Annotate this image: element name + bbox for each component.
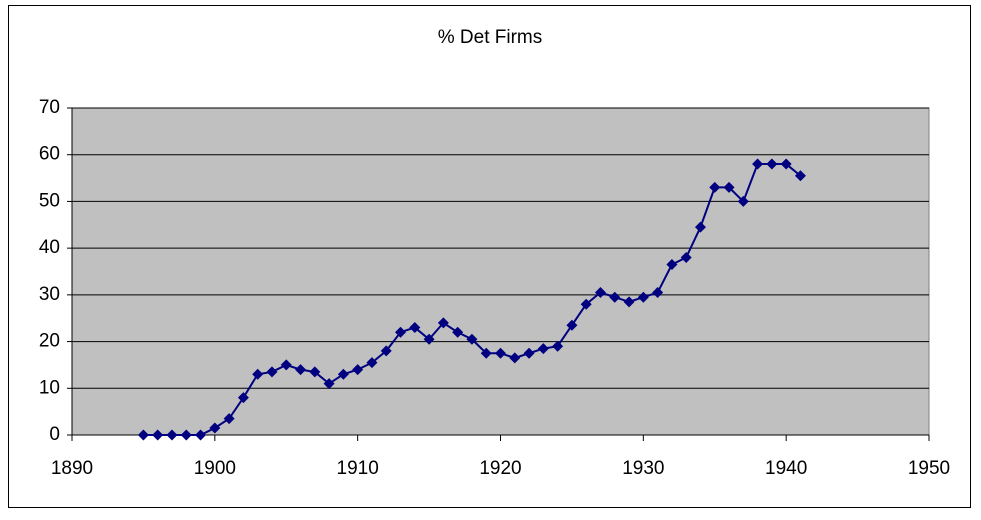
marker xyxy=(780,158,792,170)
x-tick-label: 1900 xyxy=(194,458,236,479)
marker xyxy=(252,368,264,380)
marker xyxy=(637,291,649,303)
marker xyxy=(166,429,178,441)
marker xyxy=(552,340,564,352)
marker xyxy=(266,366,278,378)
y-tick-label: 50 xyxy=(39,190,60,211)
marker xyxy=(509,352,521,364)
marker xyxy=(566,319,578,331)
x-tick-label: 1950 xyxy=(908,458,950,479)
marker xyxy=(195,429,207,441)
marker xyxy=(409,322,421,334)
marker xyxy=(337,368,349,380)
marker xyxy=(666,258,678,270)
y-tick-label: 30 xyxy=(39,284,60,305)
y-tick-label: 40 xyxy=(39,237,60,258)
plot-area xyxy=(71,107,930,436)
marker xyxy=(452,326,464,338)
marker xyxy=(466,333,478,345)
marker xyxy=(766,158,778,170)
y-tick-label: 60 xyxy=(39,144,60,165)
marker xyxy=(652,287,664,299)
x-tick-label: 1910 xyxy=(337,458,379,479)
x-tick-label: 1890 xyxy=(51,458,93,479)
marker xyxy=(366,357,378,369)
marker xyxy=(723,181,735,193)
y-tick-label: 20 xyxy=(39,331,60,352)
marker xyxy=(437,317,449,329)
marker xyxy=(623,296,635,308)
marker xyxy=(594,287,606,299)
marker xyxy=(309,366,321,378)
marker xyxy=(523,347,535,359)
marker xyxy=(694,221,706,233)
marker xyxy=(223,413,235,425)
marker xyxy=(237,392,249,404)
marker xyxy=(537,343,549,355)
x-tick-label: 1920 xyxy=(479,458,521,479)
marker xyxy=(423,333,435,345)
marker xyxy=(609,291,621,303)
marker xyxy=(495,347,506,359)
marker xyxy=(752,158,764,170)
chart-title: % Det Firms xyxy=(438,27,543,48)
y-tick-label: 0 xyxy=(49,424,60,445)
y-tick-label: 10 xyxy=(39,377,60,398)
marker xyxy=(352,364,364,376)
marker xyxy=(794,170,806,182)
x-tick-label: 1940 xyxy=(765,458,807,479)
y-tick-label: 70 xyxy=(39,97,60,118)
marker xyxy=(323,378,335,390)
marker xyxy=(680,251,692,263)
marker xyxy=(295,364,307,376)
marker xyxy=(580,298,592,310)
marker xyxy=(709,181,721,193)
marker xyxy=(152,429,164,441)
x-tick-label: 1930 xyxy=(622,458,664,479)
marker xyxy=(137,429,149,441)
marker xyxy=(395,326,407,338)
marker xyxy=(380,345,392,357)
marker xyxy=(280,359,292,371)
marker xyxy=(737,195,749,207)
marker xyxy=(180,429,192,441)
marker xyxy=(209,422,221,434)
marker xyxy=(480,347,492,359)
